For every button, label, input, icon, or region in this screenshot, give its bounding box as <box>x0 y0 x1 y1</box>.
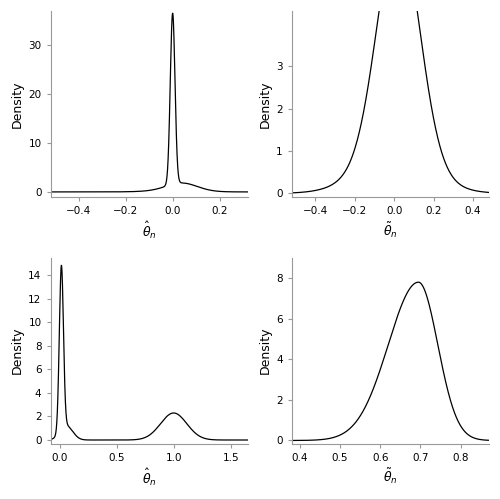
Y-axis label: Density: Density <box>259 80 272 128</box>
X-axis label: $\tilde{\theta}_n$: $\tilde{\theta}_n$ <box>383 220 398 240</box>
X-axis label: $\hat{\theta}_n$: $\hat{\theta}_n$ <box>142 467 156 488</box>
Y-axis label: Density: Density <box>11 327 24 374</box>
X-axis label: $\tilde{\theta}_n$: $\tilde{\theta}_n$ <box>383 467 398 486</box>
X-axis label: $\hat{\theta}_n$: $\hat{\theta}_n$ <box>142 220 156 241</box>
Y-axis label: Density: Density <box>259 327 272 374</box>
Y-axis label: Density: Density <box>11 80 24 128</box>
